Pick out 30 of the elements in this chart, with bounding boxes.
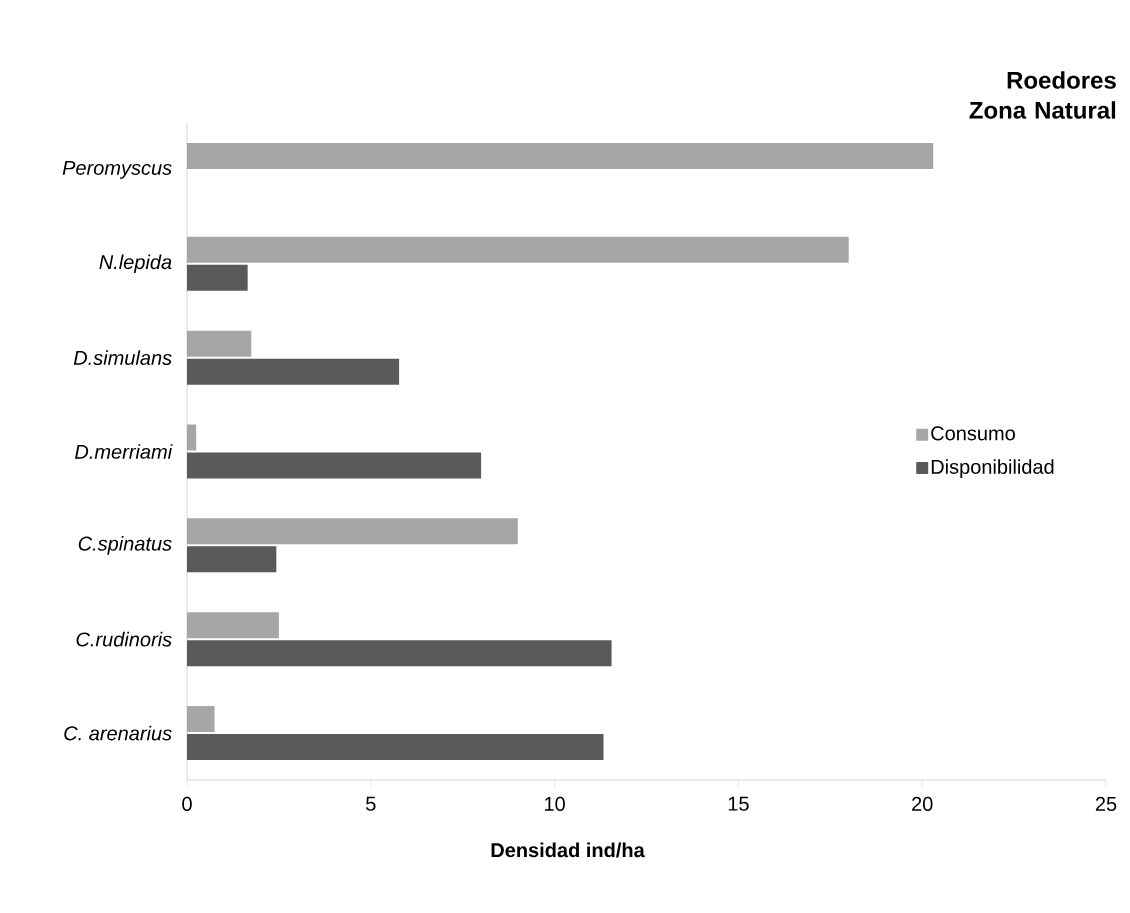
legend-label: Disponibilidad bbox=[931, 459, 1054, 478]
bar bbox=[187, 236, 849, 263]
chart-title: Roedores Zona Natural bbox=[969, 71, 1116, 119]
bar bbox=[187, 706, 215, 733]
bar bbox=[187, 452, 482, 479]
bar bbox=[187, 424, 197, 451]
bar bbox=[187, 612, 279, 639]
bar bbox=[187, 546, 277, 573]
bar bbox=[187, 264, 248, 291]
x-tick-label: 20 bbox=[912, 796, 933, 812]
bar bbox=[187, 734, 604, 761]
y-tick-label: C. arenarius bbox=[64, 725, 172, 741]
x-axis-title: Densidad ind/ha bbox=[491, 842, 645, 858]
y-tick-label: C.spinatus bbox=[78, 536, 172, 555]
bar bbox=[187, 518, 518, 545]
bar bbox=[187, 640, 612, 667]
x-tick-label: 0 bbox=[182, 796, 192, 812]
bar bbox=[187, 330, 252, 357]
x-tick-label: 25 bbox=[1095, 796, 1117, 812]
y-tick-label: Peromyscus bbox=[62, 160, 172, 179]
bar bbox=[187, 142, 934, 169]
x-tick-label: 10 bbox=[545, 796, 565, 812]
y-tick-label: N.lepida bbox=[99, 254, 172, 274]
y-tick-label: C.rudinoris bbox=[76, 631, 172, 647]
x-tick-label: 5 bbox=[366, 796, 376, 811]
bar bbox=[187, 358, 400, 385]
x-tick-label: 15 bbox=[728, 796, 749, 811]
legend-label: Consumo bbox=[931, 426, 1015, 441]
y-tick-label: D.simulans bbox=[73, 350, 172, 365]
y-tick-label: D.merriami bbox=[74, 444, 173, 459]
